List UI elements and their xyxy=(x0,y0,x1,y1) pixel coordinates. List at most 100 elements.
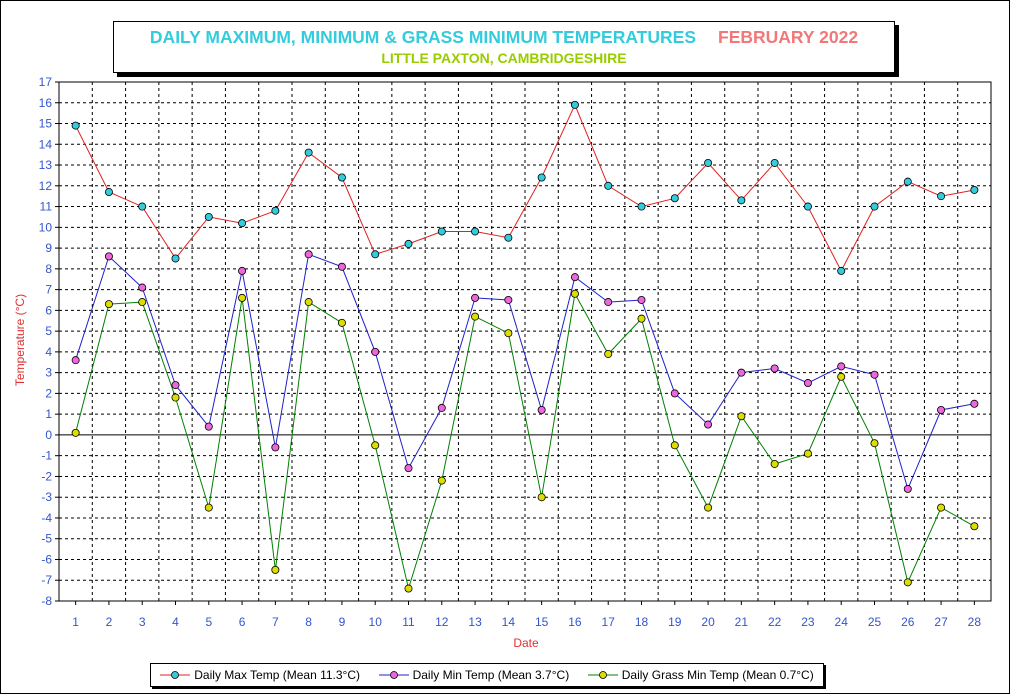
legend-item-grass: Daily Grass Min Temp (Mean 0.7°C) xyxy=(587,668,814,682)
data-point-grass xyxy=(504,329,513,338)
data-point-max xyxy=(537,173,546,182)
data-point-grass xyxy=(437,476,446,485)
x-tick-label: 23 xyxy=(801,615,815,629)
data-point-max xyxy=(271,206,280,215)
data-point-min xyxy=(437,403,446,412)
x-tick-label: 13 xyxy=(468,615,482,629)
data-point-min xyxy=(837,362,846,371)
legend-item-max: Daily Max Temp (Mean 11.3°C) xyxy=(160,668,360,682)
data-point-grass xyxy=(670,441,679,450)
x-tick-label: 15 xyxy=(535,615,549,629)
data-point-max xyxy=(937,192,946,201)
data-point-grass xyxy=(837,372,846,381)
data-point-grass xyxy=(471,312,480,321)
data-point-max xyxy=(104,188,113,197)
data-point-max xyxy=(837,266,846,275)
data-point-max xyxy=(337,173,346,182)
x-tick-label: 22 xyxy=(768,615,782,629)
legend: Daily Max Temp (Mean 11.3°C) Daily Min T… xyxy=(150,663,824,687)
data-point-min xyxy=(570,273,579,282)
x-tick-label: 1 xyxy=(72,615,79,629)
y-tick-labels: 17161514131211109876543210-1-2-3-4-5-6-7… xyxy=(39,75,59,608)
data-point-min xyxy=(870,370,879,379)
data-point-grass xyxy=(104,300,113,309)
y-tick-label: 9 xyxy=(45,241,52,255)
legend-swatch-max xyxy=(160,671,191,679)
series-line-min xyxy=(75,253,975,491)
y-tick-label: 11 xyxy=(40,200,53,214)
data-point-max xyxy=(71,121,80,130)
data-point-max xyxy=(770,158,779,167)
data-point-grass xyxy=(770,459,779,468)
data-point-max xyxy=(670,194,679,203)
title-box: DAILY MAXIMUM, MINIMUM & GRASS MINIMUM T… xyxy=(113,21,895,73)
data-point-min xyxy=(704,420,713,429)
series-line-max xyxy=(75,103,975,272)
series-layer xyxy=(71,100,979,593)
data-point-grass xyxy=(903,578,912,587)
x-tick-label: 19 xyxy=(668,615,682,629)
y-tick-label: 16 xyxy=(39,96,53,110)
x-tick-label: 5 xyxy=(205,615,212,629)
y-tick-label: 3 xyxy=(45,366,52,380)
data-point-min xyxy=(637,295,646,304)
data-point-min xyxy=(803,379,812,388)
data-point-grass xyxy=(71,428,80,437)
data-point-min xyxy=(770,364,779,373)
legend-label-max: Daily Max Temp (Mean 11.3°C) xyxy=(194,668,361,682)
data-point-max xyxy=(637,202,646,211)
data-point-grass xyxy=(138,298,147,307)
data-point-max xyxy=(803,202,812,211)
data-point-max xyxy=(404,239,413,248)
x-tick-label: 20 xyxy=(701,615,715,629)
data-point-min xyxy=(337,262,346,271)
x-tick-label: 12 xyxy=(435,615,449,629)
data-point-grass xyxy=(570,289,579,298)
data-point-grass xyxy=(204,503,213,512)
y-tick-label: 1 xyxy=(45,407,52,421)
data-point-grass xyxy=(271,565,280,574)
y-tick-label: 7 xyxy=(45,283,52,297)
x-tick-label: 16 xyxy=(568,615,582,629)
x-tick-labels: 1 2 3 4 5 6 7 8 9 10 11 12 13 14 15 16 17 18 19 20 21 22 23 24 2… xyxy=(72,601,981,629)
data-point-max xyxy=(570,100,579,109)
data-point-max xyxy=(204,212,213,221)
x-tick-label: 4 xyxy=(172,615,179,629)
x-tick-label: 3 xyxy=(139,615,146,629)
data-point-min xyxy=(171,381,180,390)
data-point-max xyxy=(737,196,746,205)
y-tick-label: -2 xyxy=(41,469,52,483)
y-tick-label: 0 xyxy=(45,428,52,442)
x-tick-label: 11 xyxy=(402,615,415,629)
data-point-max xyxy=(903,177,912,186)
y-tick-label: 8 xyxy=(45,262,52,276)
y-tick-label: -8 xyxy=(41,594,52,608)
data-point-min xyxy=(404,464,413,473)
data-point-max xyxy=(171,254,180,263)
grid xyxy=(58,81,992,602)
data-point-max xyxy=(604,181,613,190)
data-point-grass xyxy=(537,493,546,502)
y-tick-label: 13 xyxy=(39,158,53,172)
y-tick-label: 10 xyxy=(39,220,53,234)
x-tick-label: 9 xyxy=(339,615,346,629)
data-point-grass xyxy=(171,393,180,402)
legend-swatch-grass xyxy=(587,671,618,679)
y-tick-label: -5 xyxy=(41,532,52,546)
x-tick-label: 21 xyxy=(735,615,749,629)
x-tick-label: 26 xyxy=(901,615,915,629)
y-tick-label: 6 xyxy=(45,303,52,317)
data-point-min xyxy=(471,293,480,302)
y-tick-label: 17 xyxy=(39,75,53,89)
y-tick-label: -7 xyxy=(41,573,52,587)
chart-month: FEBRUARY 2022 xyxy=(718,27,859,47)
data-point-min xyxy=(504,295,513,304)
y-tick-label: 2 xyxy=(45,386,52,400)
data-point-grass xyxy=(371,441,380,450)
data-point-min xyxy=(304,250,313,259)
data-point-min xyxy=(903,484,912,493)
x-tick-label: 25 xyxy=(868,615,882,629)
x-tick-label: 8 xyxy=(305,615,312,629)
data-point-grass xyxy=(238,293,247,302)
